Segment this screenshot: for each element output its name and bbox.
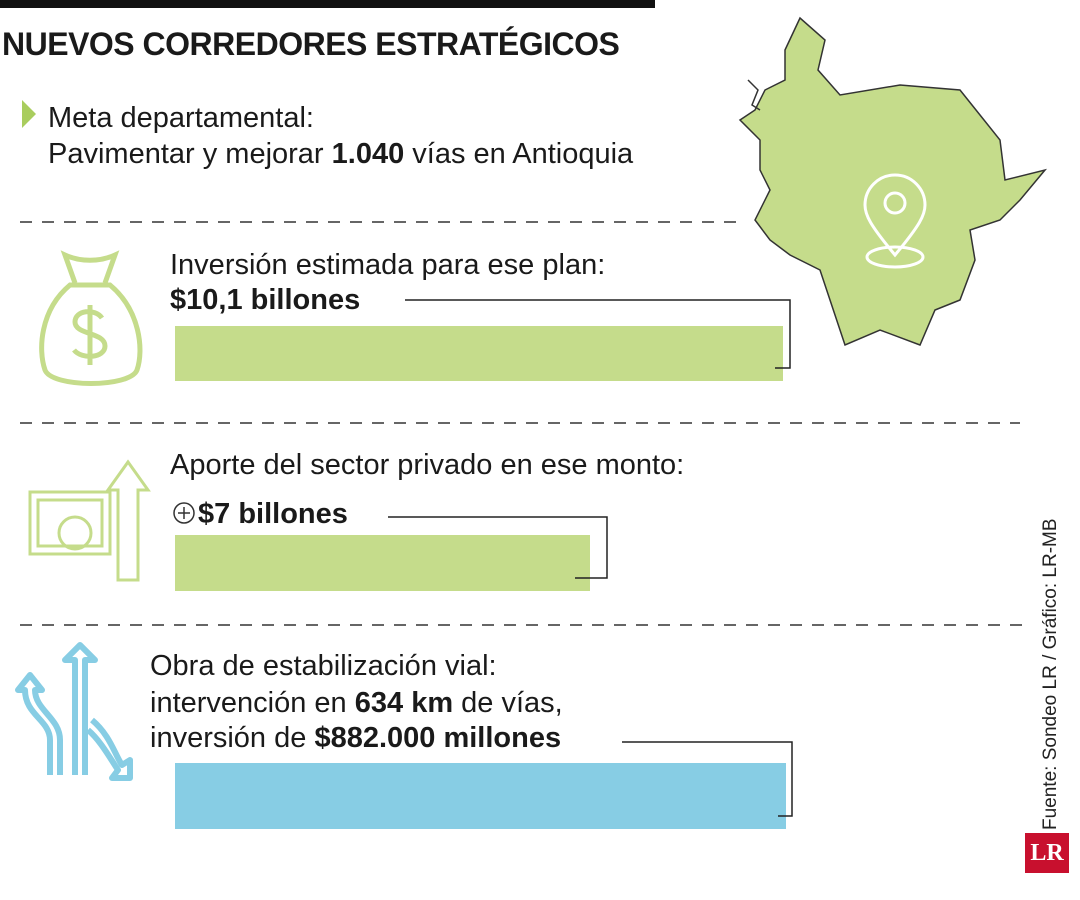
leader-line <box>405 299 791 369</box>
bar <box>175 326 783 381</box>
logo: LR <box>1025 833 1069 873</box>
plus-icon <box>173 502 195 524</box>
item-text: inversión de $882.000 millones <box>150 720 561 756</box>
map-antioquia <box>738 16 1048 347</box>
item-label: Aporte del sector privado en ese monto: <box>170 449 685 481</box>
item-value: $10,1 billones <box>170 284 361 316</box>
cash-icon <box>28 459 151 582</box>
bullet <box>22 100 36 128</box>
source: Fuente: Sondeo LR / Gráfico: LR-MB <box>1040 518 1061 830</box>
text: Pavimentar y mejorar <box>48 138 324 170</box>
bar <box>175 763 786 829</box>
text: intervención en <box>150 687 347 719</box>
goal-label: Meta departamental: <box>48 102 314 134</box>
highlight: $882.000 millones <box>314 722 562 754</box>
goal-text: Pavimentar y mejorar 1.040 vías en Antio… <box>48 136 633 172</box>
title: NUEVOS CORREDORES ESTRATÉGICOS <box>2 26 620 62</box>
item-text: intervención en 634 km de vías, <box>150 685 563 721</box>
text: vías en Antioquia <box>412 138 634 170</box>
highlight: 634 km <box>354 687 454 719</box>
leader-line <box>388 516 608 579</box>
map-coast <box>747 79 761 111</box>
top-rule <box>0 0 655 8</box>
item-label: Inversión estimada para ese plan: <box>170 249 606 281</box>
bar <box>175 535 590 591</box>
text: de vías, <box>461 687 563 719</box>
item-label: Obra de estabilización vial: <box>150 650 497 682</box>
highlight: 1.040 <box>331 138 405 170</box>
road-arrows-icon <box>15 642 133 781</box>
pin-icon <box>863 173 927 269</box>
leader-line <box>622 741 793 817</box>
text: inversión de <box>150 722 307 754</box>
money-bag-icon <box>39 250 143 386</box>
item-value: $7 billones <box>198 498 348 530</box>
